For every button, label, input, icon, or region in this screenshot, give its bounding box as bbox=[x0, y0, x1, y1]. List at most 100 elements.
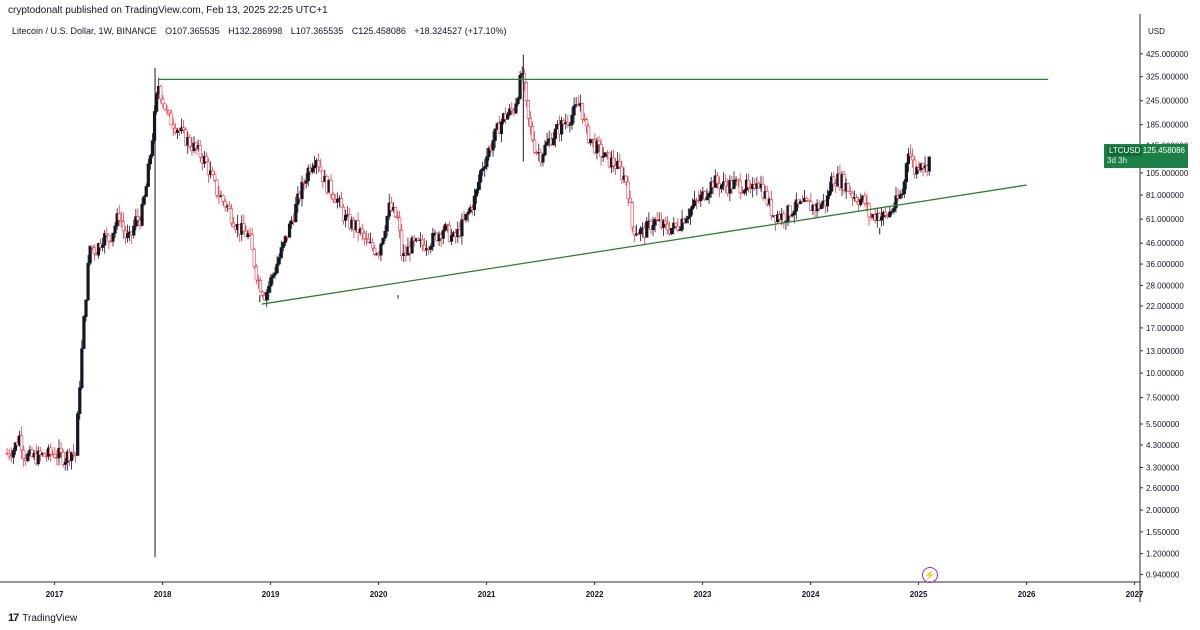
candle-body bbox=[510, 108, 514, 111]
candle-body bbox=[341, 206, 346, 221]
x-tick-label: 2020 bbox=[370, 590, 388, 599]
candle-body bbox=[269, 277, 273, 287]
lightning-bolt-icon[interactable]: ⚡ bbox=[922, 567, 938, 583]
candle-body bbox=[906, 153, 911, 164]
candle-body bbox=[273, 272, 277, 276]
candle-body bbox=[310, 167, 314, 173]
x-tick-label: 2021 bbox=[478, 590, 496, 599]
candle-body bbox=[805, 197, 809, 201]
candle-body bbox=[317, 160, 321, 168]
candle-body bbox=[863, 195, 867, 204]
candle-body bbox=[198, 145, 202, 158]
candle-body bbox=[279, 247, 283, 258]
candle-body bbox=[379, 243, 383, 256]
candle-body bbox=[530, 126, 535, 141]
candle-body bbox=[568, 124, 572, 126]
y-tick-label: 2.000000 bbox=[1146, 506, 1180, 515]
candle-body bbox=[26, 453, 30, 462]
candle-body bbox=[107, 234, 111, 242]
candle-body bbox=[383, 230, 387, 239]
candle-body bbox=[684, 218, 688, 224]
candle-body bbox=[385, 215, 389, 232]
candle-body bbox=[283, 235, 287, 243]
candle-body bbox=[294, 204, 298, 223]
x-tick-label: 2027 bbox=[1126, 590, 1144, 599]
candle-body bbox=[705, 196, 709, 200]
candle-body bbox=[740, 192, 744, 194]
x-tick-label: 2022 bbox=[586, 590, 604, 599]
candle-body bbox=[798, 201, 803, 204]
candle-body bbox=[524, 82, 528, 102]
candle-body bbox=[611, 157, 616, 167]
candle-body bbox=[506, 114, 510, 120]
candle-body bbox=[792, 210, 796, 216]
candle-body bbox=[223, 201, 227, 208]
candle-body bbox=[541, 154, 545, 163]
candle-body bbox=[429, 246, 433, 250]
candle-body bbox=[304, 180, 308, 184]
y-tick-label: 0.940000 bbox=[1146, 570, 1180, 579]
candle-body bbox=[13, 442, 17, 451]
candle-body bbox=[543, 144, 547, 156]
candle-body bbox=[846, 183, 850, 192]
y-tick-label: 10.000000 bbox=[1146, 369, 1184, 378]
candle-body bbox=[462, 219, 466, 221]
candle-body bbox=[464, 213, 468, 220]
candle-body bbox=[560, 120, 564, 135]
candle-body bbox=[528, 118, 533, 127]
candle-body bbox=[287, 223, 292, 238]
candle-body bbox=[566, 121, 570, 126]
candle-body bbox=[908, 153, 913, 157]
candle-body bbox=[570, 114, 574, 125]
candle-body bbox=[366, 238, 371, 243]
candle-body bbox=[250, 234, 254, 250]
candle-body bbox=[632, 226, 636, 236]
candle-body bbox=[88, 245, 92, 264]
candle-body bbox=[832, 176, 836, 185]
candle-body bbox=[395, 216, 400, 219]
candle-body bbox=[790, 214, 794, 217]
y-tick-label: 5.500000 bbox=[1146, 420, 1180, 429]
candle-body bbox=[746, 179, 751, 188]
candle-body bbox=[850, 192, 854, 199]
candle-body bbox=[150, 140, 155, 156]
symbol-title[interactable]: Litecoin / U.S. Dollar, 1W, BINANCE bbox=[12, 26, 157, 36]
candle-body bbox=[144, 186, 148, 197]
candle-body bbox=[491, 140, 495, 151]
candle-body bbox=[275, 263, 279, 274]
candle-body bbox=[493, 128, 497, 141]
candle-body bbox=[859, 199, 863, 205]
candle-body bbox=[265, 292, 269, 301]
candle-body bbox=[742, 189, 746, 194]
candle-body bbox=[167, 110, 171, 114]
candle-body bbox=[618, 160, 622, 168]
y-tick-label: 245.000000 bbox=[1146, 97, 1189, 106]
y-tick-label: 81.000000 bbox=[1146, 191, 1184, 200]
candle-body bbox=[827, 190, 832, 197]
candle-body bbox=[663, 220, 668, 225]
candle-body bbox=[854, 197, 859, 203]
candle-body bbox=[61, 451, 65, 465]
candle-body bbox=[119, 219, 123, 222]
candle-body bbox=[254, 266, 258, 281]
y-tick-label: 185.000000 bbox=[1146, 121, 1189, 130]
candle-body bbox=[136, 216, 140, 221]
ohlc-high: H132.286998 bbox=[228, 26, 283, 36]
candle-body bbox=[82, 316, 86, 349]
candle-body bbox=[653, 219, 657, 226]
candle-body bbox=[715, 175, 719, 184]
candle-body bbox=[678, 229, 682, 231]
candle-body bbox=[211, 170, 215, 176]
candle-body bbox=[393, 207, 398, 218]
y-tick-label: 17.000000 bbox=[1146, 324, 1184, 333]
candle-body bbox=[59, 447, 63, 453]
candle-body bbox=[466, 211, 470, 215]
candle-body bbox=[587, 125, 591, 144]
candle-body bbox=[514, 103, 518, 114]
candle-body bbox=[476, 181, 481, 191]
trendline-layer bbox=[158, 78, 1140, 305]
price-tag-countdown: 3d 3h bbox=[1107, 156, 1128, 165]
last-price-tag: LTCUSD 125.458086 3d 3h bbox=[1104, 144, 1188, 168]
candle-body bbox=[163, 103, 167, 111]
